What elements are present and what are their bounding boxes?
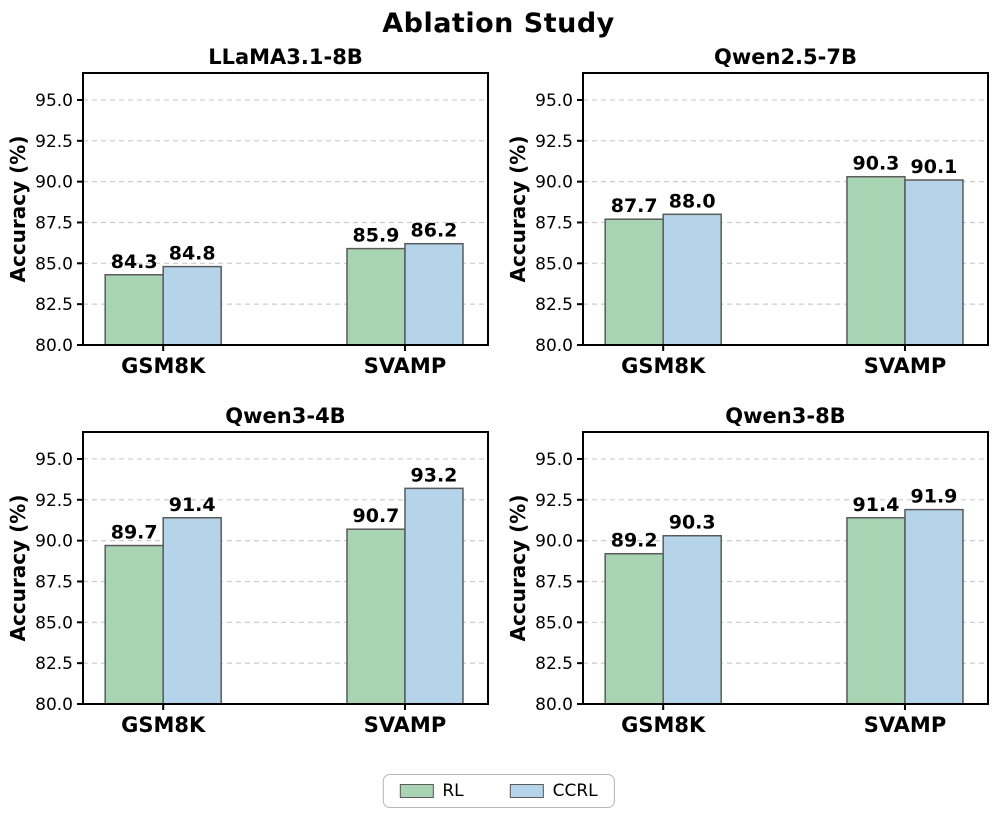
bar-rl-svamp: [346, 528, 406, 705]
subplot-canvas-llama3-1-8b: 84.3 84.8 85.9 86.2 80.0 82.5 85.0 87.5 90.0 92.5…: [6, 45, 489, 378]
value-label-ccrl-gsm8k: 91.4: [169, 494, 216, 516]
figure-title: Ablation Study: [382, 8, 615, 39]
legend-item-rl: RL: [399, 781, 464, 801]
subplot-canvas-qwen3-4b: 89.7 91.4 90.7 93.2 80.0 82.5 85.0 87.5 90.0 92.5…: [6, 404, 489, 737]
y-tick-label-95: 95.0: [35, 450, 73, 470]
value-label-ccrl-gsm8k: 88.0: [669, 190, 716, 212]
subplot-title: Qwen2.5-7B: [714, 45, 857, 69]
subplot-qwen3-8b: 89.2 90.3 91.4 91.9 80.0 82.5 85.0 87.5 90.0 92.5…: [500, 399, 997, 755]
y-tick-label-95: 95.0: [35, 91, 73, 111]
y-tick-label-80: 80.0: [535, 336, 573, 356]
value-label-rl-gsm8k: 89.7: [111, 522, 158, 544]
value-label-ccrl-gsm8k: 90.3: [669, 512, 716, 534]
y-tick-label-90: 90.0: [35, 532, 73, 552]
subplot-title: Qwen3-8B: [725, 404, 845, 428]
y-tick-label-92.5: 92.5: [35, 132, 73, 152]
value-label-rl-svamp: 90.7: [353, 505, 400, 527]
bar-ccrl-svamp: [904, 179, 964, 346]
value-label-rl-svamp: 90.3: [853, 153, 900, 175]
subplot-qwen2-5-7b: 87.7 88.0 90.3 90.1 80.0 82.5 85.0 87.5 90.0 92.5…: [500, 40, 997, 396]
axes-frame: [582, 431, 989, 705]
axes-frame: [82, 72, 489, 346]
x-tick-label-svamp: SVAMP: [864, 354, 947, 378]
value-label-rl-gsm8k: 89.2: [611, 530, 658, 552]
subplot-title: Qwen3-4B: [225, 404, 345, 428]
y-tick-label-80: 80.0: [35, 336, 73, 356]
value-label-rl-gsm8k: 87.7: [611, 195, 658, 217]
legend: RL CCRL: [382, 774, 615, 808]
y-tick-label-92.5: 92.5: [535, 132, 573, 152]
y-tick-label-95: 95.0: [535, 91, 573, 111]
bar-ccrl-gsm8k: [162, 265, 222, 346]
axes-frame: [582, 72, 989, 346]
y-tick-label-82.5: 82.5: [35, 295, 73, 315]
y-tick-label-87.5: 87.5: [35, 213, 73, 233]
x-tick-label-svamp: SVAMP: [364, 713, 447, 737]
value-label-ccrl-svamp: 91.9: [911, 486, 958, 508]
axes-frame: [82, 431, 489, 705]
bar-rl-gsm8k: [104, 544, 164, 705]
value-label-rl-svamp: 85.9: [353, 225, 400, 247]
bar-rl-gsm8k: [604, 552, 664, 705]
x-tick-label-svamp: SVAMP: [364, 354, 447, 378]
value-label-ccrl-svamp: 93.2: [411, 464, 458, 486]
subplot-canvas-qwen2-5-7b: 87.7 88.0 90.3 90.1 80.0 82.5 85.0 87.5 90.0 92.5…: [506, 45, 989, 378]
bar-rl-svamp: [846, 517, 906, 705]
bar-ccrl-gsm8k: [662, 213, 722, 346]
legend-item-ccrl: CCRL: [509, 781, 598, 801]
bar-rl-gsm8k: [104, 274, 164, 346]
y-tick-label-92.5: 92.5: [535, 491, 573, 511]
y-tick-label-82.5: 82.5: [535, 654, 573, 674]
y-axis-label: Accuracy (%): [6, 495, 30, 642]
value-label-ccrl-gsm8k: 84.8: [169, 243, 216, 265]
x-tick-label-gsm8k: GSM8K: [121, 354, 206, 378]
bar-rl-gsm8k: [604, 218, 664, 346]
x-tick-label-svamp: SVAMP: [864, 713, 947, 737]
subplot-canvas-qwen3-8b: 89.2 90.3 91.4 91.9 80.0 82.5 85.0 87.5 90.0 92.5…: [506, 404, 989, 737]
y-axis-label: Accuracy (%): [6, 136, 30, 283]
legend-label-rl: RL: [442, 781, 464, 801]
y-tick-label-87.5: 87.5: [535, 572, 573, 592]
x-tick-label-gsm8k: GSM8K: [621, 713, 706, 737]
y-tick-label-80: 80.0: [535, 695, 573, 715]
x-tick-label-gsm8k: GSM8K: [621, 354, 706, 378]
y-axis-label: Accuracy (%): [506, 136, 530, 283]
bar-ccrl-svamp: [404, 242, 464, 346]
bar-rl-svamp: [846, 175, 906, 346]
bar-rl-svamp: [346, 247, 406, 346]
y-tick-label-87.5: 87.5: [535, 213, 573, 233]
bar-ccrl-svamp: [404, 487, 464, 705]
y-tick-label-85: 85.0: [535, 613, 573, 633]
legend-swatch-rl: [399, 784, 434, 798]
y-tick-label-90: 90.0: [535, 532, 573, 552]
y-tick-label-87.5: 87.5: [35, 572, 73, 592]
bar-ccrl-gsm8k: [662, 534, 722, 705]
y-tick-label-85: 85.0: [535, 254, 573, 274]
legend-swatch-ccrl: [509, 784, 544, 798]
subplot-qwen3-4b: 89.7 91.4 90.7 93.2 80.0 82.5 85.0 87.5 90.0 92.5…: [0, 399, 497, 755]
y-tick-label-95: 95.0: [535, 450, 573, 470]
y-tick-label-90: 90.0: [535, 173, 573, 193]
subplot-llama3-1-8b: 84.3 84.8 85.9 86.2 80.0 82.5 85.0 87.5 90.0 92.5…: [0, 40, 497, 396]
y-tick-label-85: 85.0: [35, 613, 73, 633]
y-tick-label-82.5: 82.5: [35, 654, 73, 674]
subplot-title: LLaMA3.1-8B: [208, 45, 363, 69]
value-label-rl-gsm8k: 84.3: [111, 251, 158, 273]
bar-ccrl-svamp: [904, 508, 964, 705]
bar-ccrl-gsm8k: [162, 517, 222, 705]
y-tick-label-82.5: 82.5: [535, 295, 573, 315]
value-label-rl-svamp: 91.4: [853, 494, 900, 516]
value-label-ccrl-svamp: 86.2: [411, 220, 458, 242]
y-tick-label-80: 80.0: [35, 695, 73, 715]
y-tick-label-85: 85.0: [35, 254, 73, 274]
value-label-ccrl-svamp: 90.1: [911, 156, 958, 178]
legend-label-ccrl: CCRL: [552, 781, 598, 801]
y-tick-label-90: 90.0: [35, 173, 73, 193]
y-tick-label-92.5: 92.5: [35, 491, 73, 511]
x-tick-label-gsm8k: GSM8K: [121, 713, 206, 737]
y-axis-label: Accuracy (%): [506, 495, 530, 642]
